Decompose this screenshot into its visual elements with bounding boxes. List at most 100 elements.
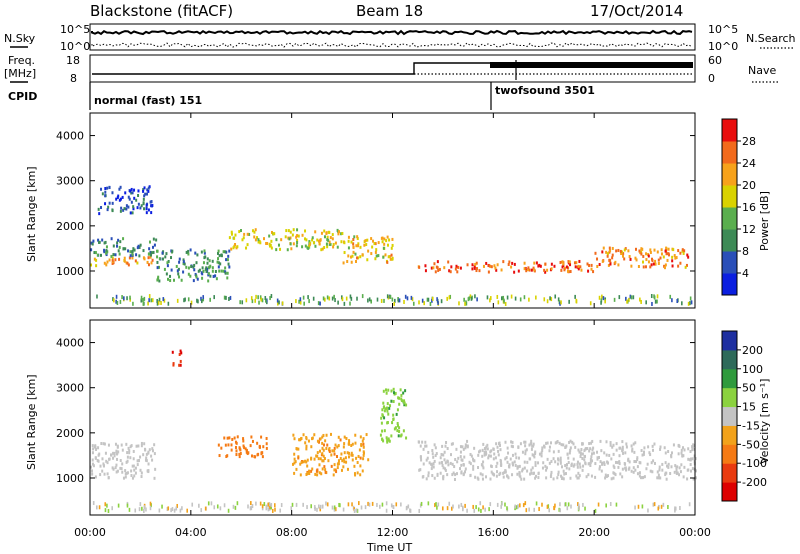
data-cell	[257, 240, 260, 244]
data-cell	[297, 234, 300, 238]
data-cell	[95, 264, 98, 268]
data-cell	[161, 251, 164, 255]
velocity-swatch	[722, 368, 737, 389]
data-cell	[433, 476, 436, 480]
data-cell	[511, 461, 514, 465]
data-cell	[489, 502, 492, 507]
data-cell	[145, 459, 148, 463]
data-cell	[419, 468, 422, 472]
data-cell	[427, 297, 430, 302]
data-cell	[436, 472, 439, 476]
data-cell	[502, 295, 505, 300]
data-cell	[424, 440, 427, 444]
data-cell	[99, 253, 102, 257]
data-cell	[169, 279, 172, 283]
data-cell	[91, 462, 94, 466]
data-cell	[156, 260, 159, 264]
data-cell	[299, 473, 302, 477]
data-cell	[350, 296, 353, 301]
data-cell	[524, 452, 527, 456]
data-cell	[390, 434, 393, 438]
data-cell	[665, 477, 668, 481]
data-cell	[676, 471, 679, 475]
data-cell	[524, 444, 527, 448]
data-cell	[393, 301, 396, 306]
data-cell	[306, 505, 308, 510]
data-cell	[97, 238, 100, 242]
data-cell	[568, 260, 571, 264]
data-cell	[304, 237, 307, 241]
data-cell	[349, 301, 351, 306]
data-cell	[246, 232, 249, 236]
data-cell	[596, 257, 599, 261]
data-cell	[132, 207, 135, 211]
data-cell	[148, 298, 150, 303]
data-cell	[98, 212, 101, 216]
data-cell	[105, 251, 108, 255]
data-cell	[140, 444, 143, 448]
data-cell	[585, 475, 588, 479]
data-cell	[609, 441, 612, 445]
data-cell	[598, 465, 601, 469]
data-cell	[124, 472, 127, 476]
data-cell	[476, 297, 478, 302]
data-cell	[251, 503, 254, 508]
data-cell	[396, 408, 399, 412]
data-cell	[172, 362, 175, 366]
data-cell	[433, 459, 436, 463]
data-cell	[405, 436, 408, 440]
data-cell	[250, 506, 253, 511]
data-cell	[588, 462, 591, 466]
data-cell	[662, 502, 665, 507]
data-cell	[591, 439, 594, 443]
data-cell	[677, 452, 680, 456]
data-cell	[362, 457, 365, 461]
data-cell	[439, 471, 442, 475]
data-cell	[450, 442, 453, 446]
data-cell	[628, 460, 631, 464]
data-cell	[653, 442, 656, 446]
data-cell	[614, 473, 617, 477]
data-cell	[504, 502, 506, 507]
data-cell	[628, 255, 631, 259]
data-cell	[360, 505, 363, 510]
data-cell	[348, 439, 351, 443]
data-cell	[623, 257, 626, 261]
data-cell	[206, 261, 209, 265]
data-cell	[175, 264, 178, 268]
data-cell	[241, 300, 244, 305]
data-cell	[554, 503, 556, 508]
data-cell	[633, 450, 636, 454]
data-cell	[506, 295, 509, 300]
data-cell	[143, 296, 146, 301]
data-cell	[114, 442, 117, 446]
data-cell	[453, 477, 456, 481]
data-cell	[497, 449, 500, 453]
data-cell	[284, 235, 287, 239]
data-cell	[317, 301, 320, 306]
data-cell	[431, 298, 433, 303]
data-cell	[262, 445, 265, 449]
data-cell	[347, 235, 350, 239]
data-cell	[636, 458, 639, 462]
data-cell	[200, 508, 203, 513]
data-cell	[157, 275, 160, 279]
data-cell	[509, 457, 512, 461]
data-cell	[630, 469, 633, 473]
data-cell	[523, 295, 526, 300]
data-cell	[220, 254, 223, 258]
data-cell	[241, 238, 244, 242]
data-cell	[111, 466, 114, 470]
data-cell	[394, 391, 397, 395]
noise-tick-left-top: 10^5	[60, 23, 90, 36]
data-cell	[578, 506, 580, 511]
data-cell	[495, 464, 498, 468]
data-cell	[353, 508, 356, 513]
data-cell	[496, 294, 499, 299]
data-cell	[486, 447, 489, 451]
data-cell	[590, 267, 593, 271]
data-cell	[224, 271, 227, 275]
data-cell	[389, 257, 392, 261]
data-cell	[118, 187, 121, 191]
data-cell	[502, 260, 505, 264]
